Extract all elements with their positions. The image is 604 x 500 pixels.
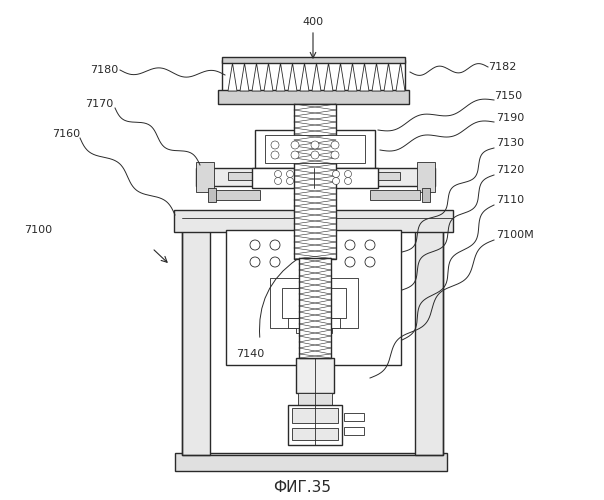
Bar: [299, 258, 331, 358]
Circle shape: [286, 178, 294, 184]
Circle shape: [270, 240, 280, 250]
Circle shape: [291, 141, 299, 149]
Polygon shape: [312, 63, 321, 91]
Bar: [344, 413, 364, 421]
Bar: [292, 428, 338, 440]
Polygon shape: [240, 63, 249, 91]
Polygon shape: [348, 63, 357, 91]
Bar: [282, 288, 346, 318]
Circle shape: [345, 240, 355, 250]
Bar: [182, 220, 443, 455]
Text: 7100: 7100: [24, 225, 52, 235]
Text: 7180: 7180: [90, 65, 118, 75]
Circle shape: [311, 141, 319, 149]
Polygon shape: [372, 63, 381, 91]
Bar: [294, 104, 336, 259]
Bar: [360, 172, 400, 180]
Circle shape: [332, 178, 339, 184]
Bar: [296, 308, 332, 333]
Circle shape: [331, 151, 339, 159]
Bar: [292, 408, 338, 423]
Text: 7100M: 7100M: [496, 230, 534, 240]
Bar: [415, 220, 443, 455]
Text: ФИГ.35: ФИГ.35: [273, 480, 331, 496]
Circle shape: [344, 178, 352, 184]
Bar: [228, 172, 268, 180]
Polygon shape: [228, 63, 237, 91]
Circle shape: [274, 170, 281, 177]
Bar: [288, 405, 342, 445]
Text: 400: 400: [303, 17, 324, 27]
Bar: [422, 188, 430, 202]
Text: 7190: 7190: [496, 113, 524, 123]
Bar: [226, 230, 401, 365]
Polygon shape: [264, 63, 273, 91]
Circle shape: [286, 170, 294, 177]
Circle shape: [250, 257, 260, 267]
Text: 7130: 7130: [496, 138, 524, 148]
Bar: [296, 358, 334, 393]
Text: 7140: 7140: [236, 349, 264, 359]
Circle shape: [365, 257, 375, 267]
Polygon shape: [288, 63, 297, 91]
Circle shape: [270, 257, 280, 267]
Bar: [298, 393, 332, 405]
Circle shape: [250, 240, 260, 250]
Circle shape: [365, 240, 375, 250]
Polygon shape: [300, 63, 309, 91]
Bar: [252, 168, 378, 188]
Text: 7160: 7160: [52, 129, 80, 139]
Circle shape: [344, 170, 352, 177]
Bar: [222, 57, 405, 63]
Bar: [344, 427, 364, 435]
Bar: [210, 190, 260, 200]
Polygon shape: [396, 63, 405, 91]
Text: 7182: 7182: [488, 62, 516, 72]
Bar: [255, 130, 375, 168]
Bar: [370, 190, 420, 200]
Circle shape: [291, 151, 299, 159]
Text: 7150: 7150: [494, 91, 522, 101]
Circle shape: [271, 141, 279, 149]
Bar: [196, 168, 435, 186]
Polygon shape: [324, 63, 333, 91]
Circle shape: [345, 257, 355, 267]
Bar: [182, 220, 210, 455]
Bar: [222, 60, 405, 92]
Bar: [174, 210, 453, 232]
Circle shape: [271, 151, 279, 159]
Text: 7110: 7110: [496, 195, 524, 205]
Bar: [208, 188, 216, 202]
Polygon shape: [360, 63, 369, 91]
Text: 7120: 7120: [496, 165, 524, 175]
Bar: [288, 318, 340, 328]
Bar: [175, 453, 447, 471]
Bar: [218, 90, 409, 104]
Bar: [196, 162, 214, 192]
Polygon shape: [336, 63, 345, 91]
Text: 7170: 7170: [85, 99, 113, 109]
Bar: [265, 135, 365, 163]
Polygon shape: [384, 63, 393, 91]
Circle shape: [331, 141, 339, 149]
Polygon shape: [252, 63, 261, 91]
Circle shape: [274, 178, 281, 184]
Bar: [417, 162, 435, 192]
Bar: [270, 278, 358, 328]
Circle shape: [311, 151, 319, 159]
Polygon shape: [276, 63, 285, 91]
Circle shape: [332, 170, 339, 177]
